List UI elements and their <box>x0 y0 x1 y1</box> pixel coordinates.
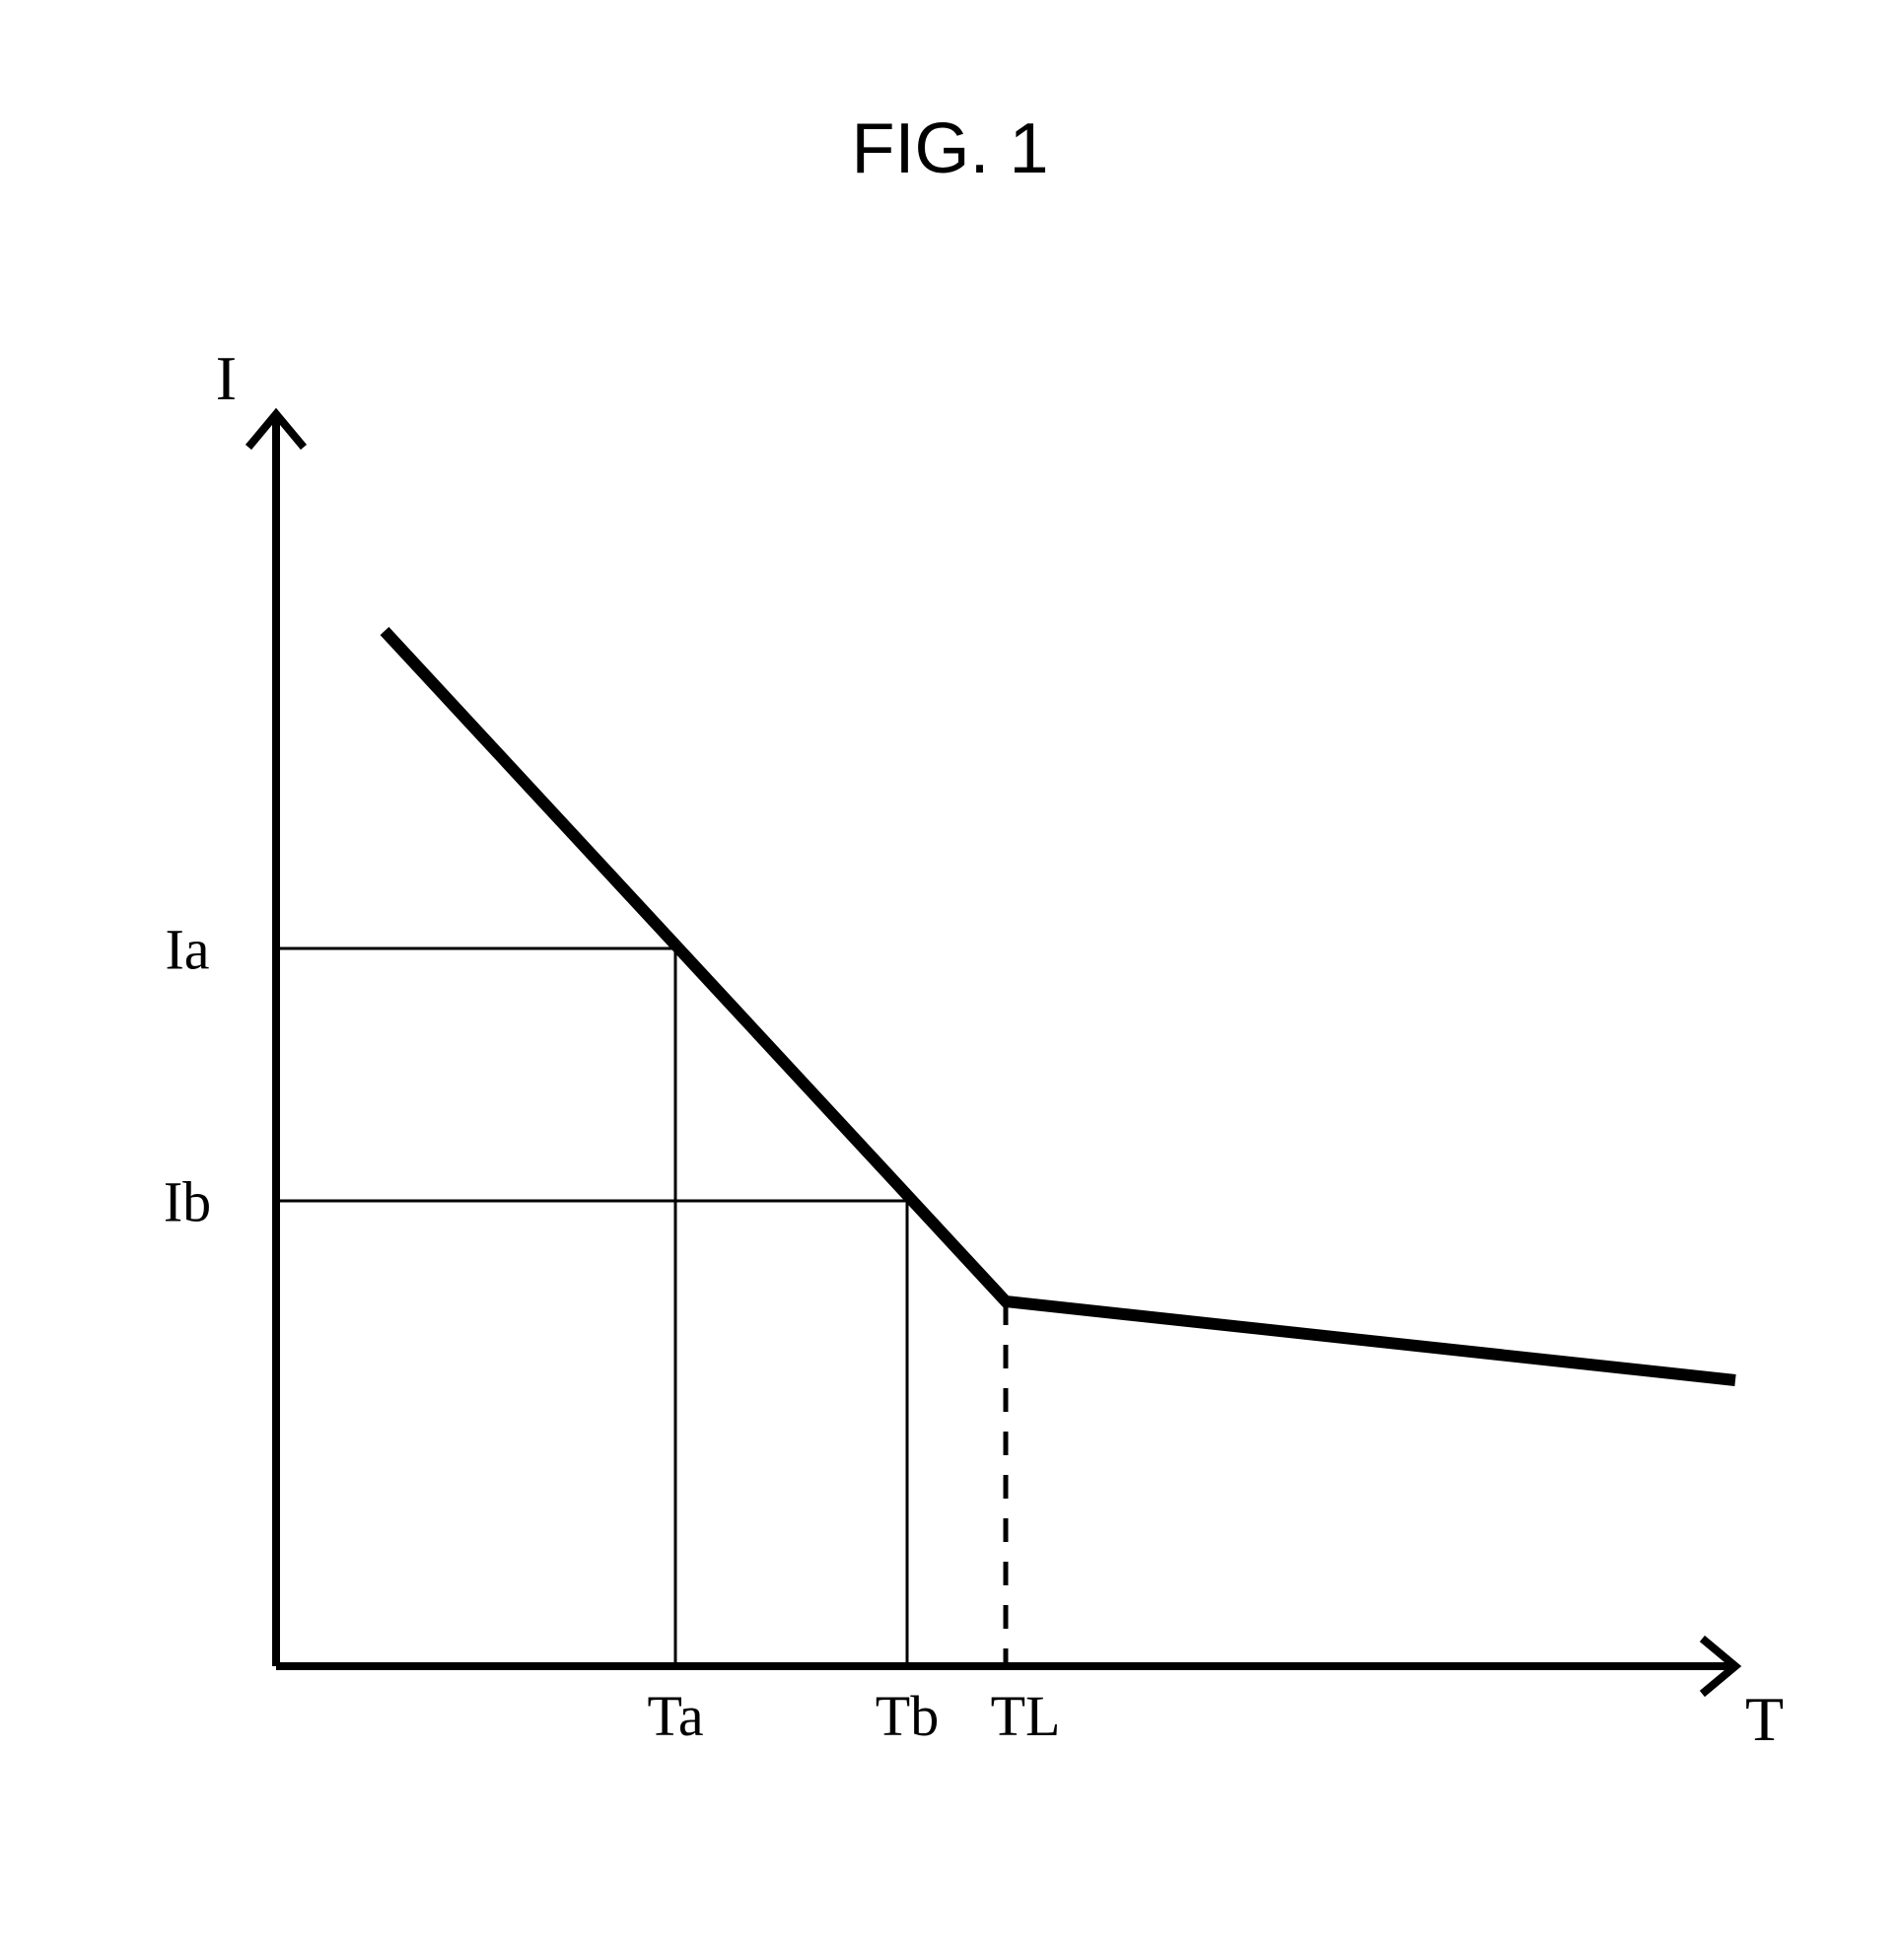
x-tick-label: Ta <box>647 1684 703 1748</box>
x-tick-label: Tb <box>876 1684 939 1748</box>
y-tick-label: Ia <box>165 917 209 981</box>
chart-svg: I T Ia Ib Ta Tb TL <box>0 0 1900 1960</box>
x-tick-label: TL <box>991 1684 1061 1748</box>
y-axis-label: I <box>216 343 237 413</box>
data-curve <box>385 631 1735 1380</box>
x-axis-label: T <box>1745 1684 1784 1754</box>
y-tick-label: Ib <box>164 1169 211 1233</box>
